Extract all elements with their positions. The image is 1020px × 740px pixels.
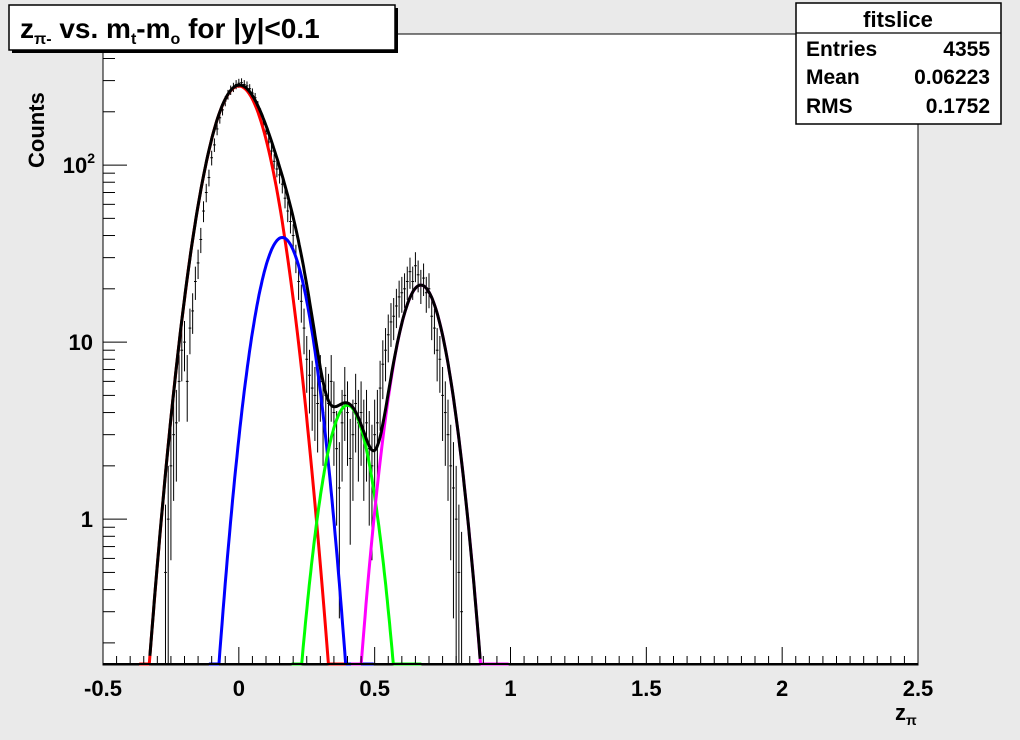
stats-box: fitslice Entries 4355 Mean 0.06223 RMS 0… [795,2,1002,125]
y-tick-label: 102 [63,150,95,178]
x-tick-label: -0.5 [84,676,122,701]
x-tick-label: 0.5 [359,676,390,701]
chart-title-box: zπ- vs. mt-mo for |y|<0.1 [8,4,398,53]
y-tick-label: 10 [69,330,93,355]
plot-frame [102,33,919,666]
fit-component-2 [217,235,348,666]
stats-value-mean: 0.06223 [914,66,990,89]
plot-content [102,40,919,666]
stats-value-rms: 0.1752 [926,95,990,118]
stats-label-rms: RMS [806,95,853,118]
stats-name: fitslice [863,7,933,32]
x-tick-label: 0 [233,676,245,701]
x-tick-label: 1.5 [631,676,662,701]
x-tick-label: 1 [504,676,516,701]
fit-total [148,83,482,659]
y-tick-label: 1 [81,507,93,532]
stats-label-entries: Entries [806,38,877,61]
stats-value-entries: 4355 [943,38,990,61]
x-tick-label: 2.5 [903,676,934,701]
chart-title: zπ- vs. mt-mo for |y|<0.1 [20,13,320,48]
y-axis-title: Counts [24,92,49,168]
stats-label-mean: Mean [806,66,860,89]
fit-component-3 [300,403,395,666]
x-axis-title: zπ [895,700,917,728]
x-tick-label: 2 [776,676,788,701]
